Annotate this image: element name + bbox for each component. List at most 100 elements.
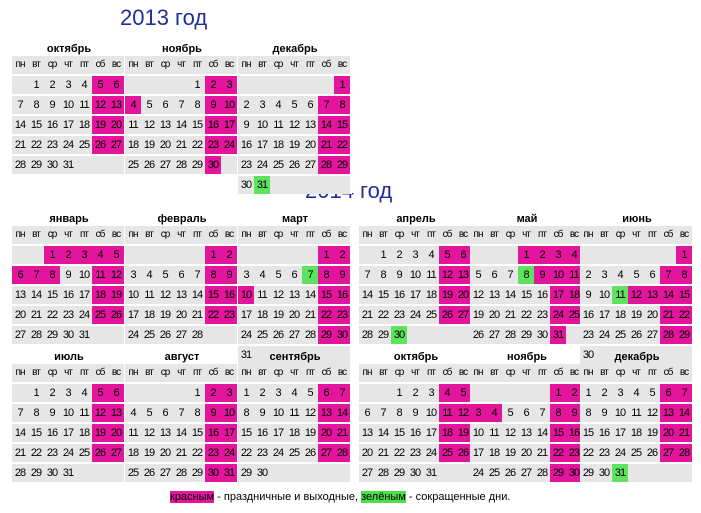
day-cell: 7 xyxy=(375,404,391,422)
day-cell: 19 xyxy=(470,306,486,324)
day-cell: 27 xyxy=(302,156,318,174)
day-cell: 10 xyxy=(596,286,612,304)
day-cell: 26 xyxy=(470,326,486,344)
day-cell: 20 xyxy=(108,424,124,442)
month-name: декабрь xyxy=(614,351,660,363)
weekday-header: сб xyxy=(439,226,455,244)
day-cell: 19 xyxy=(502,444,518,462)
day-cell: 13 xyxy=(660,404,676,422)
day-cell: 3 xyxy=(221,76,237,94)
weekday-header: чт xyxy=(286,364,302,382)
day-cell: 7 xyxy=(534,404,550,422)
day-cell: 8 xyxy=(676,266,692,284)
month-grid: пн вт ср чт пт сб вс 1 2 3 4 5 6 7 8 9 10 11 12 13 14 15 16 17 1… xyxy=(470,364,584,482)
weekday-header: пн xyxy=(12,226,28,244)
weekday-header: ср xyxy=(157,226,173,244)
weekday-header: вс xyxy=(221,56,237,74)
empty-cell xyxy=(596,346,612,364)
day-cell: 12 xyxy=(455,404,471,422)
weekday-header: вт xyxy=(254,56,270,74)
day-cell: 12 xyxy=(644,404,660,422)
day-cell: 2 xyxy=(205,76,221,94)
day-cell: 11 xyxy=(423,266,439,284)
day-cell: 28 xyxy=(334,444,350,462)
weekday-header: вс xyxy=(108,226,124,244)
day-cell: 14 xyxy=(173,116,189,134)
empty-cell xyxy=(518,384,534,402)
month-1-8: сентябрь пн вт ср чт пт сб вс 1 2 3 4 5 6 7 8 9 10 11 12 13 1… xyxy=(238,350,352,482)
day-cell: 5 xyxy=(92,76,108,94)
day-cell: 14 xyxy=(375,424,391,442)
day-cell: 11 xyxy=(566,266,582,284)
empty-cell xyxy=(173,246,189,264)
weekday-header: вт xyxy=(141,364,157,382)
weekday-header: ср xyxy=(270,364,286,382)
weekday-header: чт xyxy=(407,226,423,244)
day-cell: 11 xyxy=(286,404,302,422)
day-cell: 3 xyxy=(60,384,76,402)
weekday-header: чт xyxy=(628,364,644,382)
weekday-header: ср xyxy=(157,56,173,74)
day-cell: 23 xyxy=(238,156,254,174)
day-cell: 30 xyxy=(534,326,550,344)
month-1-1: февраль пн вт ср чт пт сб вс 1 2 3 4 5 6 7 8 9 10 11 12 13 14… xyxy=(125,212,239,344)
weekday-header: пт xyxy=(644,364,660,382)
empty-cell xyxy=(92,326,108,344)
month-name: март xyxy=(281,213,309,225)
day-cell: 11 xyxy=(125,424,141,442)
day-cell: 13 xyxy=(157,424,173,442)
day-cell: 23 xyxy=(44,136,60,154)
day-cell: 10 xyxy=(612,404,628,422)
day-cell: 11 xyxy=(486,424,502,442)
day-cell: 7 xyxy=(318,96,334,114)
weekday-header: чт xyxy=(173,364,189,382)
empty-cell xyxy=(660,346,676,364)
day-cell: 29 xyxy=(518,326,534,344)
day-cell: 14 xyxy=(12,424,28,442)
day-cell: 16 xyxy=(596,424,612,442)
day-cell: 17 xyxy=(407,286,423,304)
day-cell: 11 xyxy=(141,286,157,304)
weekday-header: чт xyxy=(60,226,76,244)
day-cell: 8 xyxy=(28,96,44,114)
day-cell: 16 xyxy=(205,424,221,442)
day-cell: 11 xyxy=(612,286,628,304)
day-cell: 1 xyxy=(205,246,221,264)
day-cell: 11 xyxy=(439,404,455,422)
weekday-header: вс xyxy=(108,56,124,74)
empty-cell xyxy=(318,176,334,194)
month-1-7: август пн вт ср чт пт сб вс 1 2 3 4 5 6 7 8 9 10 11 12 13 14 1… xyxy=(125,350,239,482)
day-cell: 28 xyxy=(12,464,28,482)
day-cell: 24 xyxy=(254,156,270,174)
day-cell: 3 xyxy=(270,384,286,402)
day-cell: 22 xyxy=(318,306,334,324)
day-cell: 20 xyxy=(644,306,660,324)
day-cell: 24 xyxy=(270,444,286,462)
day-cell: 24 xyxy=(221,444,237,462)
day-cell: 16 xyxy=(391,286,407,304)
month-name: сентябрь xyxy=(269,351,321,363)
day-cell: 18 xyxy=(254,306,270,324)
day-cell: 1 xyxy=(44,246,60,264)
day-cell: 10 xyxy=(407,266,423,284)
empty-cell xyxy=(108,156,124,174)
day-cell: 28 xyxy=(173,464,189,482)
day-cell: 14 xyxy=(12,116,28,134)
weekday-header: ср xyxy=(391,364,407,382)
day-cell: 29 xyxy=(238,464,254,482)
day-cell: 2 xyxy=(334,246,350,264)
day-cell: 26 xyxy=(455,444,471,462)
weekday-header: чт xyxy=(407,364,423,382)
empty-cell xyxy=(676,464,692,482)
day-cell: 23 xyxy=(596,444,612,462)
month-grid: пн вт ср чт пт сб вс 1 2 3 4 5 6 7 8 9 10 11 12 13 14 15 16 17 1… xyxy=(12,364,126,482)
day-cell: 8 xyxy=(375,266,391,284)
weekday-header: пт xyxy=(189,226,205,244)
day-cell: 20 xyxy=(286,306,302,324)
day-cell: 18 xyxy=(439,424,455,442)
day-cell: 5 xyxy=(141,404,157,422)
weekday-header: ср xyxy=(502,364,518,382)
day-cell: 6 xyxy=(518,404,534,422)
day-cell: 7 xyxy=(28,266,44,284)
day-cell: 12 xyxy=(92,96,108,114)
